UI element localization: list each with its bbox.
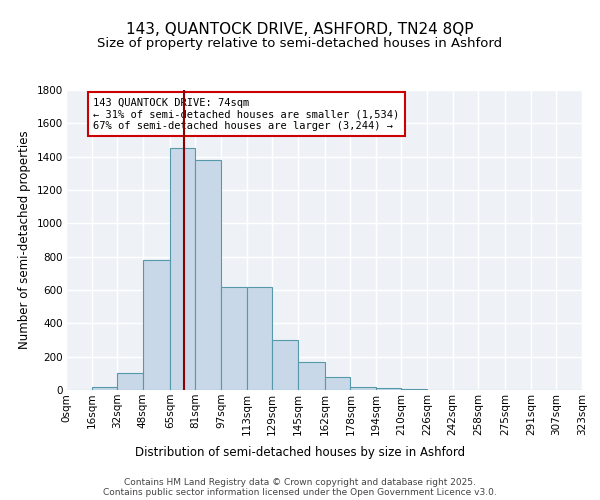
Bar bbox=[117, 374, 143, 390]
Text: 143 QUANTOCK DRIVE: 74sqm
← 31% of semi-detached houses are smaller (1,534)
67% : 143 QUANTOCK DRIVE: 74sqm ← 31% of semi-… bbox=[93, 98, 400, 130]
Y-axis label: Number of semi-detached properties: Number of semi-detached properties bbox=[19, 130, 31, 350]
Bar bbox=[92, 386, 117, 390]
Text: Distribution of semi-detached houses by size in Ashford: Distribution of semi-detached houses by … bbox=[135, 446, 465, 459]
Text: Contains HM Land Registry data © Crown copyright and database right 2025.
Contai: Contains HM Land Registry data © Crown c… bbox=[103, 478, 497, 497]
Bar bbox=[247, 286, 272, 390]
Bar bbox=[221, 286, 247, 390]
Bar bbox=[376, 388, 401, 390]
Bar bbox=[298, 362, 325, 390]
Text: Size of property relative to semi-detached houses in Ashford: Size of property relative to semi-detach… bbox=[97, 38, 503, 51]
Bar bbox=[272, 340, 298, 390]
Bar bbox=[143, 260, 170, 390]
Bar bbox=[350, 386, 376, 390]
Bar bbox=[401, 389, 427, 390]
Bar bbox=[196, 160, 221, 390]
Text: 143, QUANTOCK DRIVE, ASHFORD, TN24 8QP: 143, QUANTOCK DRIVE, ASHFORD, TN24 8QP bbox=[126, 22, 474, 38]
Bar bbox=[170, 148, 196, 390]
Bar bbox=[325, 376, 350, 390]
